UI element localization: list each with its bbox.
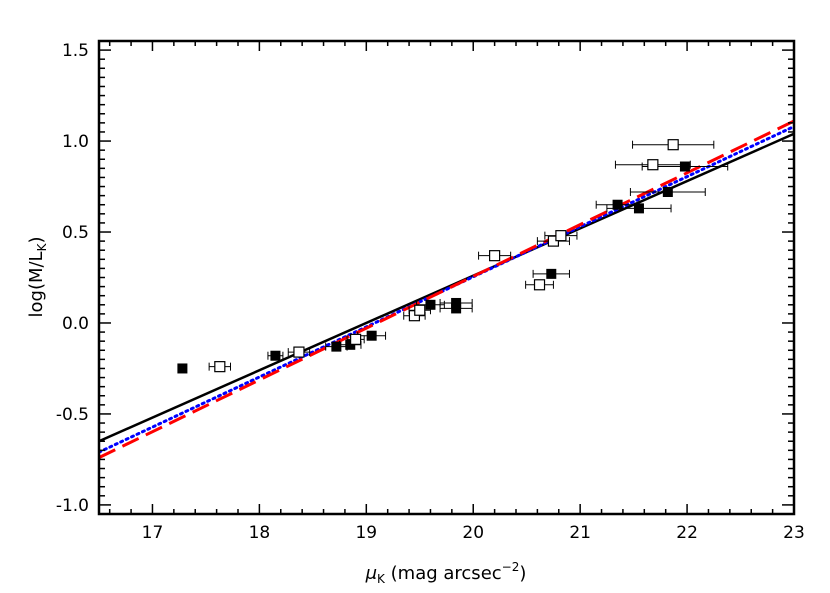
- filled-square-point: [546, 268, 557, 279]
- y-tick-label: 1.0: [62, 132, 89, 152]
- error-bars: [208, 140, 729, 371]
- fit-line-solid: [99, 132, 794, 443]
- open-square-point: [489, 250, 501, 262]
- filled-square-point: [679, 161, 690, 172]
- open-square-point: [667, 139, 679, 151]
- filled-square-point: [331, 341, 342, 352]
- y-tick-label: -0.5: [56, 405, 89, 425]
- y-axis-label-text: log(M/L: [26, 251, 47, 317]
- open-square-point: [555, 230, 567, 242]
- x-axis-label: μK (mag arcsec−2): [365, 560, 527, 586]
- y-axis-label-subscript: K: [35, 242, 49, 251]
- open-square-point: [414, 304, 426, 316]
- filled-square-point: [451, 297, 462, 308]
- fit-lines: [99, 119, 794, 459]
- filled-square-point: [425, 299, 436, 310]
- open-square-point: [214, 361, 226, 373]
- x-tick-label: 18: [249, 523, 271, 543]
- filled-square-point: [662, 186, 673, 197]
- open-square-point: [350, 333, 362, 345]
- x-tick-label: 21: [569, 523, 591, 543]
- filled-square-point: [270, 350, 281, 361]
- x-axis-label-subscript: K: [377, 572, 386, 586]
- y-tick-label: 1.5: [62, 41, 89, 61]
- x-tick-label: 17: [142, 523, 164, 543]
- x-tick-label: 23: [783, 523, 805, 543]
- open-square-point: [647, 159, 659, 171]
- fit-line-dotted: [99, 125, 794, 454]
- axis-ticks: [99, 41, 795, 514]
- y-axis-label: log(M/LK): [26, 237, 49, 318]
- x-tick-label: 22: [676, 523, 698, 543]
- tick-labels: 17 18 19 20 21 22 23 -1.0 -0.5 0.0 0.5 1.0 1.5: [56, 41, 805, 543]
- open-square-point: [533, 279, 546, 291]
- filled-square-point: [451, 303, 462, 314]
- x-axis-label-close: ): [519, 563, 526, 584]
- data-markers: [177, 139, 690, 374]
- x-axis-label-superscript: −2: [502, 560, 520, 574]
- filled-square-point: [366, 330, 377, 341]
- plot-frame: [97, 39, 796, 516]
- open-square-point: [293, 346, 305, 358]
- y-tick-label: 0.5: [62, 223, 89, 243]
- filled-square-point: [177, 363, 188, 374]
- filled-square-point: [612, 199, 623, 210]
- x-axis-label-symbol: μ: [365, 563, 377, 584]
- x-tick-label: 20: [462, 523, 484, 543]
- y-tick-label: -1.0: [56, 496, 89, 516]
- x-axis-label-text: (mag arcsec: [385, 563, 502, 584]
- y-tick-label: 0.0: [62, 314, 89, 334]
- x-tick-label: 19: [355, 523, 377, 543]
- filled-square-point: [633, 203, 644, 214]
- y-axis-label-close: ): [26, 237, 47, 244]
